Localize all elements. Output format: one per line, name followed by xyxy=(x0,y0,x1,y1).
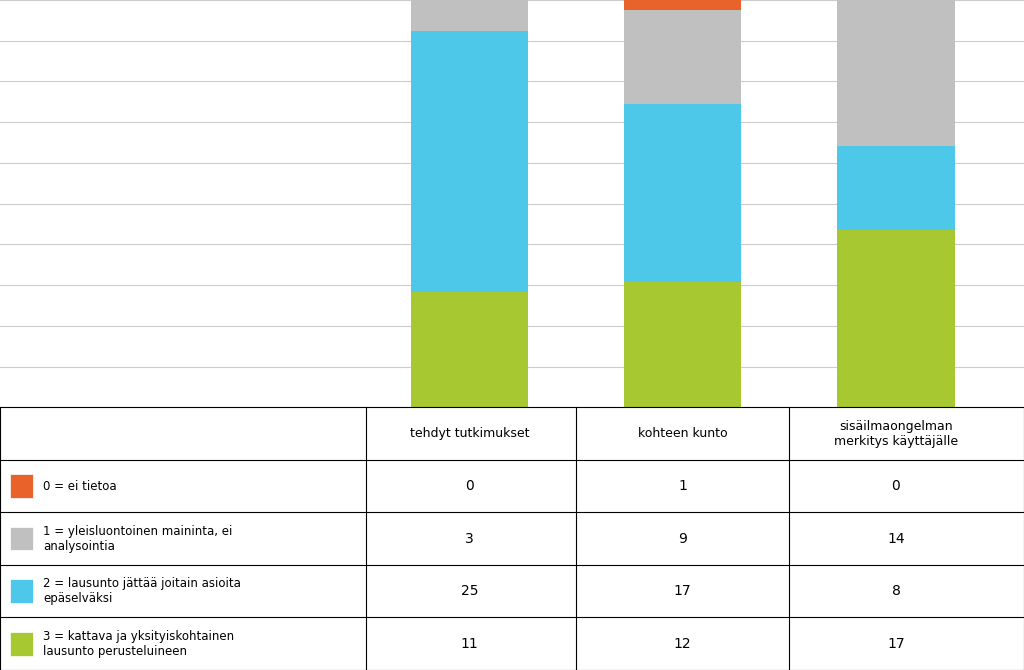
Text: 8: 8 xyxy=(892,584,900,598)
Text: 17: 17 xyxy=(674,584,691,598)
Text: 17: 17 xyxy=(887,636,905,651)
Text: 14: 14 xyxy=(887,531,905,545)
Bar xyxy=(838,146,954,230)
Bar xyxy=(838,0,954,146)
Text: 3: 3 xyxy=(465,531,474,545)
Text: tehdyt tutkimukset: tehdyt tutkimukset xyxy=(410,427,529,440)
Bar xyxy=(838,230,954,407)
Text: 12: 12 xyxy=(674,636,691,651)
Bar xyxy=(10,527,33,551)
Text: 25: 25 xyxy=(461,584,478,598)
Text: 9: 9 xyxy=(678,531,687,545)
Text: kohteen kunto: kohteen kunto xyxy=(638,427,727,440)
Bar xyxy=(10,580,33,603)
Bar xyxy=(624,282,741,407)
Bar xyxy=(624,105,741,282)
Bar xyxy=(10,474,33,498)
Text: 0 = ei tietoa: 0 = ei tietoa xyxy=(43,480,117,492)
Bar xyxy=(624,11,741,105)
Bar xyxy=(411,31,528,292)
Bar xyxy=(624,0,741,11)
Text: 0: 0 xyxy=(465,479,474,493)
Bar xyxy=(10,632,33,655)
Text: 2 = lausunto jättää joitain asioita
epäselväksi: 2 = lausunto jättää joitain asioita epäs… xyxy=(43,577,241,605)
Bar xyxy=(411,292,528,407)
Text: 1: 1 xyxy=(678,479,687,493)
Text: 0: 0 xyxy=(892,479,900,493)
Text: 11: 11 xyxy=(461,636,478,651)
Text: 1 = yleisluontoinen maininta, ei
analysointia: 1 = yleisluontoinen maininta, ei analyso… xyxy=(43,525,232,553)
Text: sisäilmaongelman
merkitys käyttäjälle: sisäilmaongelman merkitys käyttäjälle xyxy=(834,419,958,448)
Text: 3 = kattava ja yksityiskohtainen
lausunto perusteluineen: 3 = kattava ja yksityiskohtainen lausunt… xyxy=(43,630,234,658)
Bar xyxy=(411,0,528,31)
